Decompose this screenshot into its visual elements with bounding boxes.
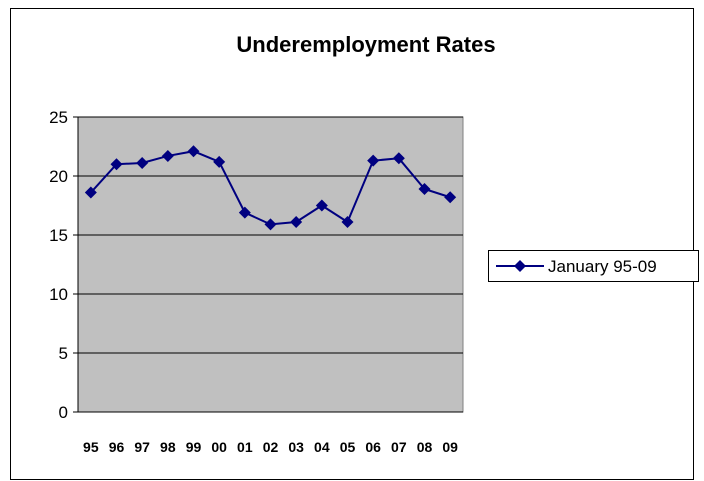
data-point — [290, 216, 303, 229]
x-tick-label: 02 — [263, 439, 279, 455]
data-point — [264, 218, 277, 231]
data-point — [418, 182, 431, 195]
legend-marker — [514, 260, 526, 272]
x-tick-label: 95 — [83, 439, 99, 455]
data-point — [187, 145, 200, 158]
gridlines — [78, 116, 463, 354]
plot-area — [77, 116, 464, 413]
legend: January 95-09 — [488, 250, 699, 282]
legend-entry-label: January 95-09 — [548, 257, 657, 276]
x-tick-label: 05 — [340, 439, 356, 455]
y-tick-label: 20 — [49, 167, 68, 186]
y-tick-label: 10 — [49, 285, 68, 304]
x-tick-label: 04 — [314, 439, 330, 455]
data-point — [392, 152, 405, 165]
x-tick-label: 97 — [134, 439, 150, 455]
data-point — [161, 149, 174, 162]
x-tick-label: 08 — [417, 439, 433, 455]
x-tick-label: 98 — [160, 439, 176, 455]
data-point — [110, 158, 123, 171]
data-point — [367, 154, 380, 167]
data-point — [341, 216, 354, 229]
data-point — [84, 186, 97, 199]
y-axis-ticks: 0 5 10 15 20 25 — [49, 108, 78, 422]
x-tick-label: 01 — [237, 439, 253, 455]
x-tick-label: 03 — [288, 439, 304, 455]
x-tick-label: 96 — [109, 439, 125, 455]
x-tick-label: 07 — [391, 439, 407, 455]
x-axis-ticks: 95 96 97 98 99 00 01 02 03 04 05 06 07 08 09 — [83, 439, 458, 455]
x-tick-label: 09 — [442, 439, 458, 455]
x-tick-label: 06 — [365, 439, 381, 455]
data-point — [213, 155, 226, 168]
y-tick-label: 25 — [49, 108, 68, 127]
x-tick-label: 99 — [186, 439, 202, 455]
x-tick-label: 00 — [211, 439, 227, 455]
series-group — [84, 145, 457, 231]
data-point — [315, 199, 328, 212]
y-tick-label: 0 — [59, 403, 68, 422]
y-tick-label: 15 — [49, 226, 68, 245]
chart-title: Underemployment Rates — [236, 32, 495, 57]
y-tick-label: 5 — [59, 344, 68, 363]
data-point — [238, 206, 251, 219]
data-point — [136, 157, 149, 170]
data-point — [444, 191, 457, 204]
